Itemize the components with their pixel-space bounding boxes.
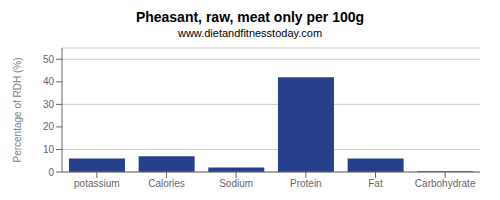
html-text:Pheasant, raw, meat only per 1: Pheasant, raw, meat only per 100g (135, 9, 365, 25)
svg-text:Protein: Protein (290, 178, 322, 189)
svg-text:Fat: Fat (368, 178, 383, 189)
html-text:www.dietandfitnesstoday.com: www.dietandfitnesstoday.com (178, 27, 322, 39)
svg-text:40: 40 (43, 76, 55, 87)
svg-text:20: 20 (43, 121, 55, 132)
svg-text:10: 10 (43, 144, 55, 155)
svg-text:Sodium: Sodium (219, 178, 253, 189)
svg-text:Calories: Calories (148, 178, 185, 189)
svg-text:50: 50 (43, 54, 55, 65)
svg-text:Carbohydrate: Carbohydrate (415, 178, 476, 189)
svg-text:Percentage of RDH (%): Percentage of RDH (%) (12, 57, 23, 162)
svg-text:potassium: potassium (74, 178, 120, 189)
svg-text:0: 0 (48, 167, 54, 178)
svg-text:30: 30 (43, 99, 55, 110)
